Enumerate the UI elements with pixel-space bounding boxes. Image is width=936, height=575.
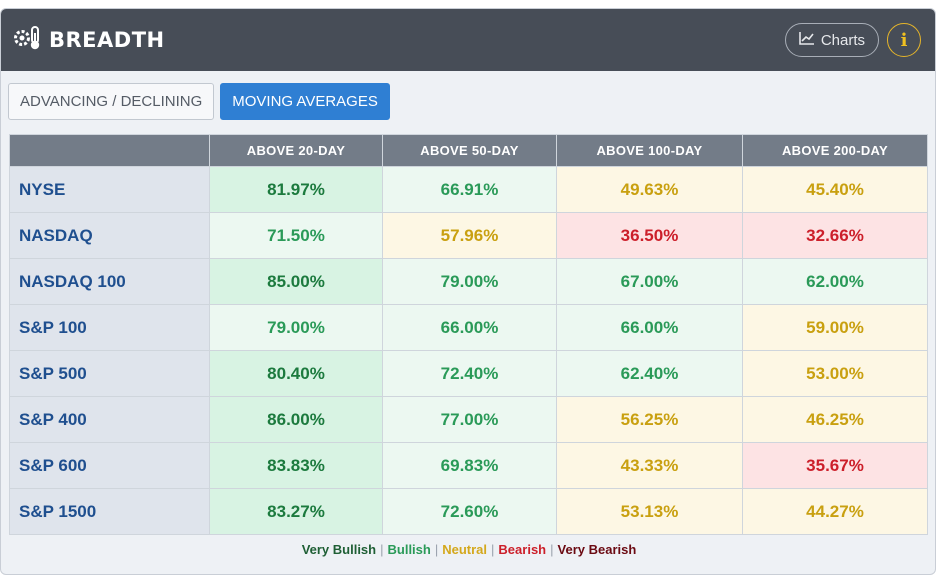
row-label[interactable]: S&P 400 bbox=[9, 396, 210, 443]
table-cell: 72.60% bbox=[382, 488, 557, 535]
table-cell: 80.40% bbox=[209, 350, 383, 397]
breadth-table: ABOVE 20-DAY ABOVE 50-DAY ABOVE 100-DAY … bbox=[9, 134, 928, 535]
row-label[interactable]: NYSE bbox=[9, 166, 210, 213]
legend-bullish: Bullish bbox=[387, 542, 431, 557]
row-label[interactable]: S&P 100 bbox=[9, 304, 210, 351]
table-cell: 67.00% bbox=[556, 258, 743, 305]
table-row: S&P 600 83.83% 69.83% 43.33% 35.67% bbox=[9, 442, 928, 489]
legend-very-bearish: Very Bearish bbox=[557, 542, 637, 557]
header-logo: BREADTH bbox=[13, 25, 165, 56]
table-row: S&P 400 86.00% 77.00% 56.25% 46.25% bbox=[9, 396, 928, 443]
column-header-market bbox=[9, 134, 210, 167]
table-cell: 85.00% bbox=[209, 258, 383, 305]
table-cell: 83.83% bbox=[209, 442, 383, 489]
legend-neutral: Neutral bbox=[442, 542, 488, 557]
table-cell: 69.83% bbox=[382, 442, 557, 489]
table-cell: 46.25% bbox=[742, 396, 928, 443]
table-cell: 35.67% bbox=[742, 442, 928, 489]
table-cell: 79.00% bbox=[209, 304, 383, 351]
column-header-20-day: ABOVE 20-DAY bbox=[209, 134, 383, 167]
table-cell: 62.00% bbox=[742, 258, 928, 305]
column-header-200-day: ABOVE 200-DAY bbox=[742, 134, 928, 167]
legend-very-bullish: Very Bullish bbox=[301, 542, 377, 557]
tab-bar: ADVANCING / DECLINING MOVING AVERAGES bbox=[8, 83, 390, 120]
charts-button-label: Charts bbox=[820, 31, 865, 49]
panel-header: BREADTH Charts i bbox=[1, 9, 935, 71]
legend: Very Bullish | Bullish | Neutral | Bearish | Ver… bbox=[301, 542, 637, 557]
table-row: S&P 500 80.40% 72.40% 62.40% 53.00% bbox=[9, 350, 928, 397]
header-actions: Charts i bbox=[784, 23, 921, 57]
table-cell: 86.00% bbox=[209, 396, 383, 443]
table-cell: 49.63% bbox=[556, 166, 743, 213]
table-row: NASDAQ 100 85.00% 79.00% 67.00% 62.00% bbox=[9, 258, 928, 305]
table-cell: 71.50% bbox=[209, 212, 383, 259]
table-header-row: ABOVE 20-DAY ABOVE 50-DAY ABOVE 100-DAY … bbox=[9, 134, 928, 167]
table-cell: 79.00% bbox=[382, 258, 557, 305]
table-cell: 44.27% bbox=[742, 488, 928, 535]
table-cell: 59.00% bbox=[742, 304, 928, 351]
table-cell: 66.91% bbox=[382, 166, 557, 213]
table-cell: 43.33% bbox=[556, 442, 743, 489]
table-cell: 81.97% bbox=[209, 166, 383, 213]
gauge-thermometer-icon bbox=[13, 25, 43, 56]
table-cell: 53.13% bbox=[556, 488, 743, 535]
column-header-100-day: ABOVE 100-DAY bbox=[556, 134, 743, 167]
table-cell: 53.00% bbox=[742, 350, 928, 397]
column-header-50-day: ABOVE 50-DAY bbox=[382, 134, 557, 167]
tab-advancing-declining[interactable]: ADVANCING / DECLINING bbox=[8, 83, 215, 120]
row-label[interactable]: S&P 600 bbox=[9, 442, 210, 489]
table-cell: 83.27% bbox=[209, 488, 383, 535]
table-row: NASDAQ 71.50% 57.96% 36.50% 32.66% bbox=[9, 212, 928, 259]
row-label[interactable]: S&P 500 bbox=[9, 350, 210, 397]
page-title: BREADTH bbox=[49, 28, 165, 52]
table-cell: 57.96% bbox=[382, 212, 557, 259]
table-cell: 45.40% bbox=[742, 166, 928, 213]
table-cell: 32.66% bbox=[742, 212, 928, 259]
table-row: NYSE 81.97% 66.91% 49.63% 45.40% bbox=[9, 166, 928, 213]
info-button[interactable]: i bbox=[887, 23, 921, 57]
legend-bearish: Bearish bbox=[498, 542, 547, 557]
charts-button[interactable]: Charts bbox=[784, 23, 879, 57]
table-row: S&P 1500 83.27% 72.60% 53.13% 44.27% bbox=[9, 488, 928, 535]
table-cell: 66.00% bbox=[556, 304, 743, 351]
table-cell: 72.40% bbox=[382, 350, 557, 397]
table-cell: 66.00% bbox=[382, 304, 557, 351]
line-chart-icon bbox=[799, 31, 815, 49]
table-row: S&P 100 79.00% 66.00% 66.00% 59.00% bbox=[9, 304, 928, 351]
table-cell: 62.40% bbox=[556, 350, 743, 397]
breadth-panel: BREADTH Charts i ADVANCING / DECLINING M… bbox=[0, 8, 936, 575]
table-cell: 77.00% bbox=[382, 396, 557, 443]
table-cell: 56.25% bbox=[556, 396, 743, 443]
table-cell: 36.50% bbox=[556, 212, 743, 259]
info-icon: i bbox=[900, 29, 908, 51]
tab-moving-averages[interactable]: MOVING AVERAGES bbox=[220, 83, 390, 120]
row-label[interactable]: NASDAQ bbox=[9, 212, 210, 259]
row-label[interactable]: S&P 1500 bbox=[9, 488, 210, 535]
row-label[interactable]: NASDAQ 100 bbox=[9, 258, 210, 305]
